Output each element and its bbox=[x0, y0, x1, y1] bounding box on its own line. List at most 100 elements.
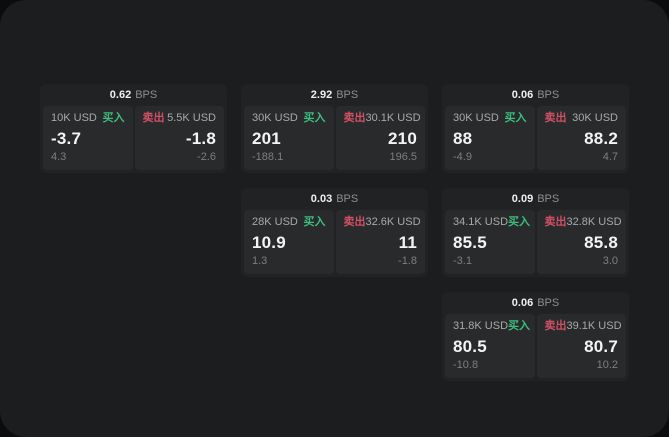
quote-body: 30K USD 买入 88 -4.9 卖出 30K USD 88.2 4.7 bbox=[442, 106, 629, 173]
bps-value: 0.06 bbox=[511, 297, 534, 309]
quote-card[interactable]: 0.09 BPS 34.1K USD 买入 85.5 -3.1 卖出 bbox=[442, 188, 629, 277]
buy-panel[interactable]: 10K USD 买入 -3.7 4.3 bbox=[43, 106, 133, 170]
quote-body: 30K USD 买入 201 -188.1 卖出 30.1K USD 210 1… bbox=[241, 106, 428, 173]
sell-delta: 10.2 bbox=[596, 359, 618, 371]
buy-price: -3.7 bbox=[51, 128, 82, 148]
buy-delta: -3.1 bbox=[453, 255, 472, 267]
buy-delta: -188.1 bbox=[252, 151, 284, 163]
bps-unit: BPS bbox=[537, 193, 560, 205]
buy-price: 80.5 bbox=[453, 336, 487, 356]
buy-delta: -10.8 bbox=[453, 359, 479, 371]
quote-card[interactable]: 0.03 BPS 28K USD 买入 10.9 1.3 卖出 bbox=[241, 188, 428, 277]
sell-price: 80.7 bbox=[584, 336, 618, 356]
quote-card[interactable]: 2.92 BPS 30K USD 买入 201 -188.1 卖出 bbox=[241, 84, 428, 173]
buy-size-label: 31.8K USD bbox=[453, 320, 509, 332]
sell-delta: 196.5 bbox=[389, 151, 417, 163]
buy-panel[interactable]: 28K USD 买入 10.9 1.3 bbox=[244, 210, 334, 274]
bps-header: 0.06 BPS bbox=[442, 292, 629, 314]
sell-delta: -2.6 bbox=[197, 151, 216, 163]
buy-side-label: 买入 bbox=[508, 320, 531, 332]
sell-delta: -1.8 bbox=[398, 255, 417, 267]
quote-body: 34.1K USD 买入 85.5 -3.1 卖出 32.8K USD 85.8… bbox=[442, 210, 629, 277]
sell-side-label: 卖出 bbox=[544, 112, 567, 124]
quote-body: 28K USD 买入 10.9 1.3 卖出 32.6K USD 11 -1.8 bbox=[241, 210, 428, 277]
bps-unit: BPS bbox=[135, 89, 158, 101]
buy-price: 10.9 bbox=[252, 232, 286, 252]
sell-panel-top: 卖出 30.1K USD bbox=[343, 112, 421, 125]
sell-size-label: 30K USD bbox=[572, 112, 618, 124]
quote-body: 31.8K USD 买入 80.5 -10.8 卖出 39.1K USD 80.… bbox=[442, 314, 629, 381]
quote-card[interactable]: 0.62 BPS 10K USD 买入 -3.7 4.3 卖出 bbox=[40, 84, 227, 173]
buy-size-label: 10K USD bbox=[51, 112, 97, 124]
sell-price: -1.8 bbox=[185, 128, 216, 148]
sell-side-label: 卖出 bbox=[544, 216, 567, 228]
bps-header: 0.09 BPS bbox=[442, 188, 629, 210]
buy-panel[interactable]: 30K USD 买入 88 -4.9 bbox=[445, 106, 535, 170]
bps-header: 0.06 BPS bbox=[442, 84, 629, 106]
sell-side-label: 卖出 bbox=[544, 320, 567, 332]
buy-size-label: 34.1K USD bbox=[453, 216, 509, 228]
sell-panel-top: 卖出 30K USD bbox=[545, 112, 619, 125]
bps-unit: BPS bbox=[336, 89, 359, 101]
sell-panel-top: 卖出 32.8K USD bbox=[544, 216, 622, 229]
bps-unit: BPS bbox=[537, 89, 560, 101]
sell-side-label: 卖出 bbox=[343, 112, 366, 124]
bps-value: 2.92 bbox=[310, 89, 333, 101]
buy-size-label: 28K USD bbox=[252, 216, 298, 228]
sell-side-label: 卖出 bbox=[142, 112, 165, 124]
sell-panel[interactable]: 卖出 30K USD 88.2 4.7 bbox=[536, 106, 626, 170]
bps-header: 2.92 BPS bbox=[241, 84, 428, 106]
quote-body: 10K USD 买入 -3.7 4.3 卖出 5.5K USD -1.8 -2.… bbox=[40, 106, 227, 173]
sell-size-label: 39.1K USD bbox=[566, 320, 622, 332]
sell-panel-top: 卖出 32.6K USD bbox=[343, 216, 421, 229]
bps-header: 0.62 BPS bbox=[40, 84, 227, 106]
quote-card[interactable]: 0.06 BPS 30K USD 买入 88 -4.9 卖出 bbox=[442, 84, 629, 173]
buy-panel-top: 34.1K USD 买入 bbox=[453, 216, 531, 229]
buy-panel-top: 31.8K USD 买入 bbox=[453, 320, 531, 333]
buy-panel[interactable]: 30K USD 买入 201 -188.1 bbox=[244, 106, 334, 170]
bps-value: 0.62 bbox=[109, 89, 132, 101]
sell-size-label: 30.1K USD bbox=[365, 112, 421, 124]
sell-price: 11 bbox=[398, 232, 417, 252]
buy-size-label: 30K USD bbox=[252, 112, 298, 124]
sell-panel[interactable]: 卖出 5.5K USD -1.8 -2.6 bbox=[134, 106, 224, 170]
sell-panel-top: 卖出 5.5K USD bbox=[143, 112, 217, 125]
buy-price: 88 bbox=[453, 128, 473, 148]
buy-side-label: 买入 bbox=[102, 112, 125, 124]
sell-delta: 3.0 bbox=[602, 255, 618, 267]
buy-delta: -4.9 bbox=[453, 151, 472, 163]
sell-panel[interactable]: 卖出 32.6K USD 11 -1.8 bbox=[335, 210, 425, 274]
buy-panel-top: 30K USD 买入 bbox=[453, 112, 527, 125]
bps-unit: BPS bbox=[537, 297, 560, 309]
bps-header: 0.03 BPS bbox=[241, 188, 428, 210]
buy-panel[interactable]: 34.1K USD 买入 85.5 -3.1 bbox=[445, 210, 535, 274]
sell-price: 85.8 bbox=[584, 232, 618, 252]
sell-price: 88.2 bbox=[584, 128, 618, 148]
sell-size-label: 32.8K USD bbox=[566, 216, 622, 228]
buy-side-label: 买入 bbox=[504, 112, 527, 124]
buy-panel-top: 30K USD 买入 bbox=[252, 112, 326, 125]
sell-delta: 4.7 bbox=[602, 151, 618, 163]
sell-panel[interactable]: 卖出 30.1K USD 210 196.5 bbox=[335, 106, 425, 170]
buy-price: 85.5 bbox=[453, 232, 487, 252]
buy-price: 201 bbox=[252, 128, 281, 148]
buy-delta: 1.3 bbox=[252, 255, 268, 267]
bps-value: 0.03 bbox=[310, 193, 333, 205]
bps-value: 0.06 bbox=[511, 89, 534, 101]
buy-side-label: 买入 bbox=[303, 216, 326, 228]
quote-card[interactable]: 0.06 BPS 31.8K USD 买入 80.5 -10.8 卖 bbox=[442, 292, 629, 381]
quote-grid: 0.62 BPS 10K USD 买入 -3.7 4.3 卖出 bbox=[40, 84, 629, 381]
buy-panel[interactable]: 31.8K USD 买入 80.5 -10.8 bbox=[445, 314, 535, 378]
buy-delta: 4.3 bbox=[51, 151, 67, 163]
sell-price: 210 bbox=[388, 128, 417, 148]
buy-side-label: 买入 bbox=[508, 216, 531, 228]
buy-panel-top: 10K USD 买入 bbox=[51, 112, 125, 125]
bps-unit: BPS bbox=[336, 193, 359, 205]
bps-value: 0.09 bbox=[511, 193, 534, 205]
sell-side-label: 卖出 bbox=[343, 216, 366, 228]
sell-size-label: 5.5K USD bbox=[167, 112, 216, 124]
sell-panel[interactable]: 卖出 39.1K USD 80.7 10.2 bbox=[536, 314, 626, 378]
sell-panel[interactable]: 卖出 32.8K USD 85.8 3.0 bbox=[536, 210, 626, 274]
